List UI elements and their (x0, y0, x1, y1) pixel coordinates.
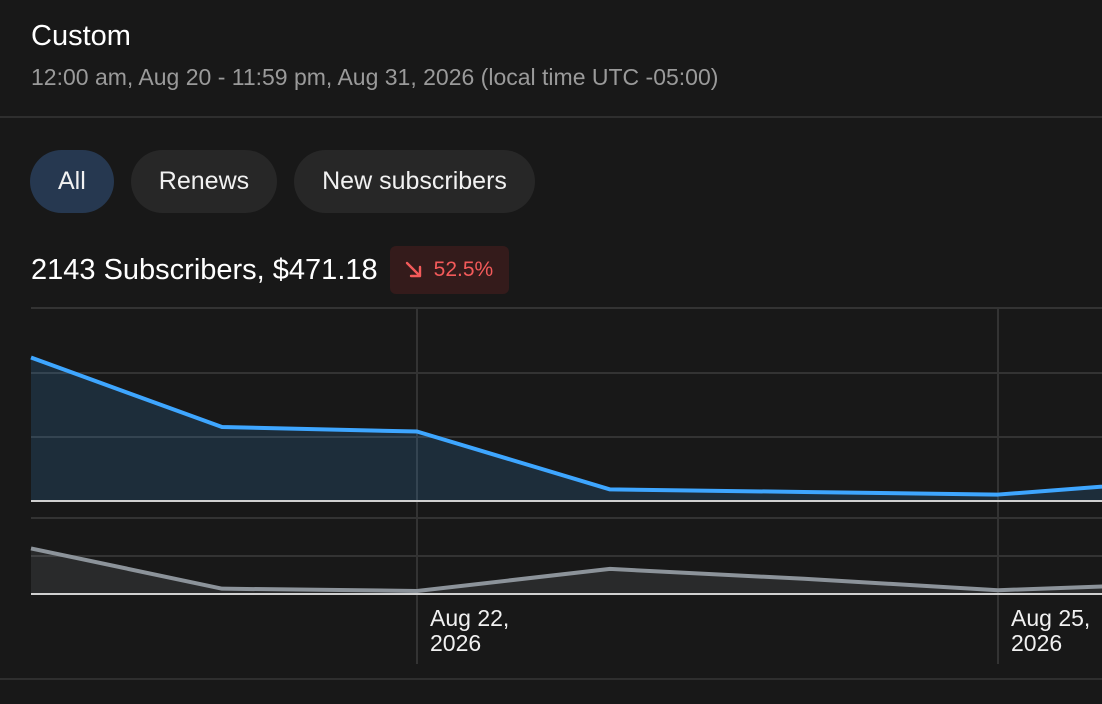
x-tick-label: Aug 25, 2026 (1011, 605, 1090, 656)
subscribers-chart: Aug 22, 2026 Aug 25, 2026 (30, 307, 1102, 664)
summary-total: 2143 Subscribers, $471.18 (31, 253, 378, 286)
filter-chips: All Renews New subscribers (30, 150, 535, 213)
secondary-series-area (31, 548, 1102, 594)
chip-all[interactable]: All (30, 150, 114, 213)
date-range-subtitle: 12:00 am, Aug 20 - 11:59 pm, Aug 31, 202… (31, 64, 719, 90)
arrow-down-right-icon (405, 261, 421, 278)
x-tick-label: Aug 22, 2026 (430, 605, 509, 656)
date-range-title: Custom (31, 20, 131, 52)
chip-renews[interactable]: Renews (130, 150, 278, 213)
divider (0, 116, 1102, 118)
chip-new-subscribers[interactable]: New subscribers (294, 150, 535, 213)
change-badge: 52.5% (389, 246, 510, 294)
change-percent: 52.5% (433, 258, 494, 281)
divider (0, 678, 1102, 680)
secondary-series-line (30, 546, 1102, 593)
primary-series-area (31, 357, 1102, 501)
summary-row: 2143 Subscribers, $471.18 52.5% (31, 246, 510, 294)
primary-series-line (30, 355, 1102, 497)
